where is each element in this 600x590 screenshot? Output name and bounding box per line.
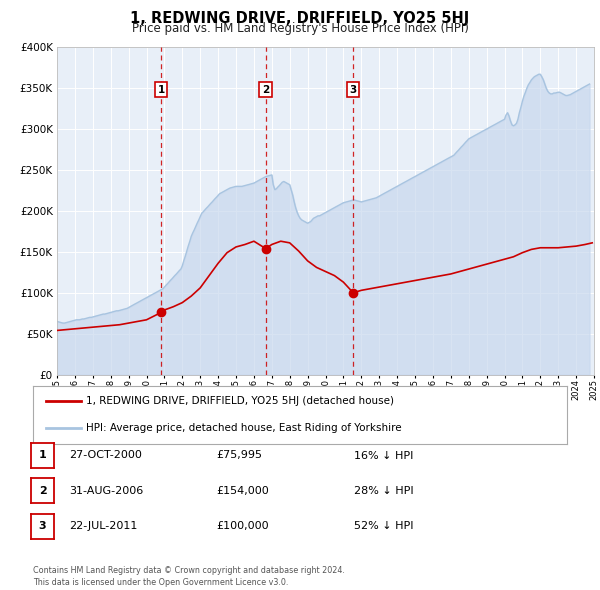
Text: HPI: Average price, detached house, East Riding of Yorkshire: HPI: Average price, detached house, East… (86, 423, 402, 433)
Text: 27-OCT-2000: 27-OCT-2000 (69, 451, 142, 460)
Text: 1, REDWING DRIVE, DRIFFIELD, YO25 5HJ: 1, REDWING DRIVE, DRIFFIELD, YO25 5HJ (130, 11, 470, 26)
Text: 2: 2 (39, 486, 46, 496)
Text: 1: 1 (39, 451, 46, 460)
Text: £75,995: £75,995 (216, 451, 262, 460)
Text: 22-JUL-2011: 22-JUL-2011 (69, 522, 137, 531)
Text: 28% ↓ HPI: 28% ↓ HPI (354, 486, 413, 496)
Text: Contains HM Land Registry data © Crown copyright and database right 2024.
This d: Contains HM Land Registry data © Crown c… (33, 566, 345, 587)
Text: Price paid vs. HM Land Registry's House Price Index (HPI): Price paid vs. HM Land Registry's House … (131, 22, 469, 35)
Text: 31-AUG-2006: 31-AUG-2006 (69, 486, 143, 496)
Text: 2: 2 (262, 85, 269, 95)
Text: 16% ↓ HPI: 16% ↓ HPI (354, 451, 413, 460)
Text: £154,000: £154,000 (216, 486, 269, 496)
Text: 1, REDWING DRIVE, DRIFFIELD, YO25 5HJ (detached house): 1, REDWING DRIVE, DRIFFIELD, YO25 5HJ (d… (86, 396, 394, 407)
Text: 52% ↓ HPI: 52% ↓ HPI (354, 522, 413, 531)
Text: 3: 3 (350, 85, 357, 95)
Text: £100,000: £100,000 (216, 522, 269, 531)
Text: 3: 3 (39, 522, 46, 531)
Text: 1: 1 (158, 85, 165, 95)
